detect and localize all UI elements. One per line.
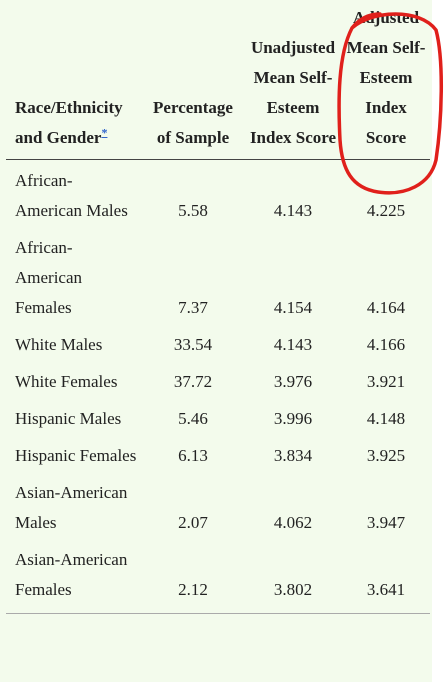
footnote-link[interactable]: * <box>101 125 108 140</box>
cell: 7.37 <box>178 298 208 317</box>
table-row: African-American Males 5.58 4.143 4.225 <box>6 160 430 228</box>
table-row: Asian-American Females 2.12 3.802 3.641 <box>6 539 430 614</box>
row-label: Asian-American Females <box>6 539 142 614</box>
table-row: Hispanic Males 5.46 3.996 4.148 <box>6 398 430 435</box>
cell: 3.802 <box>244 539 342 614</box>
table-row: White Females 37.72 3.976 3.921 <box>6 361 430 398</box>
cell: 6.13 <box>178 446 208 465</box>
row-label: White Females <box>15 372 118 391</box>
cell: 3.834 <box>273 446 313 465</box>
header-cell: Race/Ethnicity and Gender* <box>6 3 142 160</box>
row-label: African-American Males <box>15 171 128 220</box>
table-row: Asian-American Males 2.07 4.062 3.947 <box>6 472 430 539</box>
cell: 5.46 <box>178 409 208 428</box>
table-row: African-American Females 7.37 4.154 4.164 <box>6 227 430 324</box>
cell: 5.58 <box>178 201 208 220</box>
row-label: Asian-American Males <box>15 483 128 532</box>
cell: 3.925 <box>366 446 406 465</box>
data-table: Race/Ethnicity and Gender* Percentage of … <box>6 3 430 614</box>
header-row: Race/Ethnicity and Gender* Percentage of … <box>6 3 430 160</box>
row-label: Hispanic Males <box>15 409 122 428</box>
header-cell: Adjusted Mean Self-Esteem Index Score <box>342 3 430 160</box>
cell: 3.641 <box>342 539 430 614</box>
cell: 3.921 <box>366 372 406 391</box>
cell: 4.225 <box>366 201 406 220</box>
cell: 4.164 <box>366 298 406 317</box>
cell: 33.54 <box>173 335 213 354</box>
table-panel: Race/Ethnicity and Gender* Percentage of … <box>0 0 432 682</box>
row-label: Hispanic Females <box>15 446 137 465</box>
header-cell: Percentage of Sample <box>142 3 244 160</box>
cell: 3.976 <box>273 372 313 391</box>
cell: 3.996 <box>273 409 313 428</box>
table-body: African-American Males 5.58 4.143 4.225 Afri… <box>6 160 430 614</box>
table-row: White Males 33.54 4.143 4.166 <box>6 324 430 361</box>
header-cell: Unadjusted Mean Self-Esteem Index Score <box>244 3 342 160</box>
table-row: Hispanic Females 6.13 3.834 3.925 <box>6 435 430 472</box>
cell: 2.12 <box>142 539 244 614</box>
cell: 4.166 <box>366 335 406 354</box>
cell: 2.07 <box>178 513 208 532</box>
row-label: White Males <box>15 335 103 354</box>
cell: 4.143 <box>273 201 313 220</box>
cell: 37.72 <box>173 372 213 391</box>
row-label: African-American Females <box>15 238 83 317</box>
cell: 4.154 <box>273 298 313 317</box>
cell: 4.148 <box>366 409 406 428</box>
header-text: Race/Ethnicity and Gender <box>15 98 123 147</box>
cell: 4.143 <box>273 335 313 354</box>
cell: 3.947 <box>366 513 406 532</box>
cell: 4.062 <box>273 513 313 532</box>
